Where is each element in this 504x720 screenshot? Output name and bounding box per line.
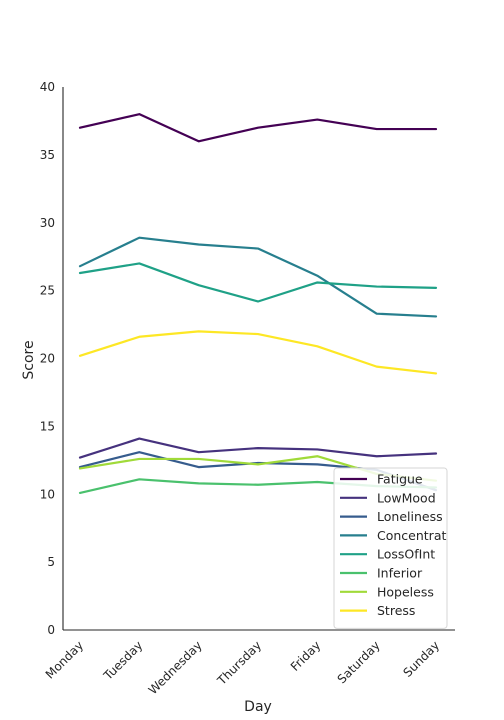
x-axis-label: Day xyxy=(244,699,272,715)
y-tick-label: 35 xyxy=(40,148,55,162)
legend-label: Fatigue xyxy=(377,472,423,487)
y-tick-label: 30 xyxy=(40,216,55,230)
x-tick-label: Monday xyxy=(43,638,86,681)
series-line-lossofint xyxy=(78,262,438,303)
legend-label: Hopeless xyxy=(377,584,434,599)
y-tick-label: 0 xyxy=(47,623,55,637)
series-line-fatigue xyxy=(78,113,438,143)
x-tick-label: Saturday xyxy=(335,638,383,686)
series-line-stress xyxy=(78,330,438,375)
y-tick-label: 10 xyxy=(40,487,55,501)
y-axis-label: Score xyxy=(21,340,37,379)
x-tick-label: Thursday xyxy=(214,638,264,688)
legend-box xyxy=(333,467,448,629)
legend-label: Inferior xyxy=(377,566,423,581)
series-line-concentrat xyxy=(78,236,438,318)
y-tick-label: 25 xyxy=(40,284,55,298)
legend-label: Concentrat xyxy=(377,528,446,543)
y-tick-label: 5 xyxy=(47,555,55,569)
legend-label: LossOfInt xyxy=(377,547,435,562)
y-tick-label: 15 xyxy=(40,419,55,433)
x-tick-label: Sunday xyxy=(400,638,442,680)
legend: Fatigue LowMood Loneliness Concentrat LossOf… xyxy=(333,467,448,629)
legend-label: Stress xyxy=(377,603,415,618)
y-tick-label: 20 xyxy=(40,352,55,366)
x-tick-label: Friday xyxy=(288,638,324,674)
series-line-lowmood xyxy=(78,437,438,459)
series-group xyxy=(78,113,438,494)
legend-label: Loneliness xyxy=(377,509,443,524)
x-tick-label: Tuesday xyxy=(100,638,145,683)
x-tick-label: Wednesday xyxy=(146,638,205,697)
legend-label: LowMood xyxy=(377,490,436,505)
y-tick-label: 40 xyxy=(40,80,55,94)
